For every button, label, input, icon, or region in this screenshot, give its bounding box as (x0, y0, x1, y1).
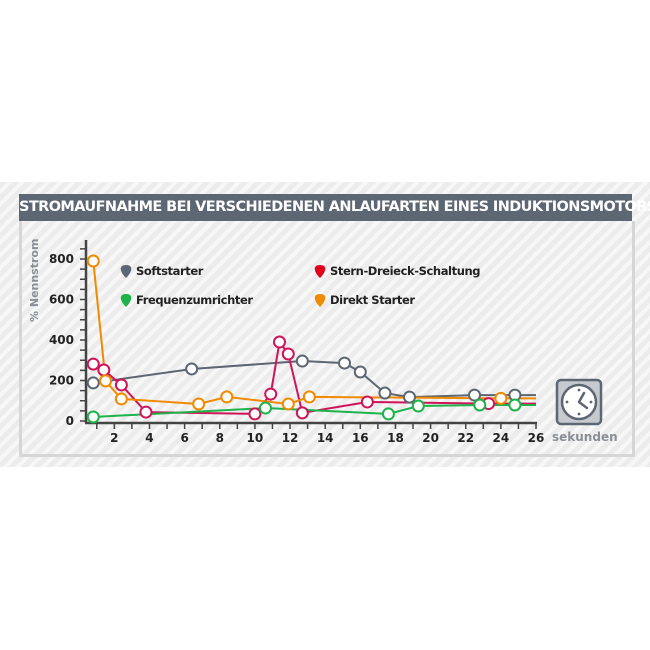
legend-marker (120, 294, 132, 307)
data-point (264, 387, 278, 401)
x-tick-label: 18 (387, 431, 404, 445)
y-tick-label: 600 (49, 293, 74, 307)
data-point (302, 390, 316, 404)
x-tick-label: 14 (317, 431, 334, 445)
data-point (411, 399, 425, 413)
data-point (185, 362, 199, 376)
y-tick-label: 200 (49, 374, 74, 388)
series-line-1 (92, 339, 536, 415)
data-point (281, 397, 295, 411)
data-point (97, 363, 111, 377)
data-point (403, 390, 417, 404)
x-tick-label: 26 (528, 431, 545, 445)
x-tick-label: 24 (493, 431, 510, 445)
y-tick-label: 800 (49, 252, 74, 266)
x-tick-label: 2 (110, 431, 118, 445)
data-point (86, 410, 100, 424)
data-point (86, 376, 100, 390)
data-point (473, 398, 487, 412)
data-point (508, 398, 522, 412)
series-line-3 (92, 260, 536, 406)
series-line-0 (93, 360, 536, 399)
y-axis-label: % Nennstrom (28, 239, 41, 322)
y-tick-label: 0 (66, 414, 74, 428)
data-point (353, 365, 367, 379)
data-point (248, 407, 262, 421)
x-tick-label: 20 (422, 431, 439, 445)
legend-marker (314, 265, 326, 278)
chart-background (0, 182, 650, 467)
data-point (192, 397, 206, 411)
legend-label: Stern-Dreieck-Schaltung (330, 264, 480, 278)
data-point (86, 254, 100, 268)
legend-marker (314, 294, 326, 307)
x-tick-label: 10 (247, 431, 264, 445)
data-point (272, 335, 286, 349)
data-point (295, 406, 309, 420)
data-point (360, 395, 374, 409)
y-tick-label: 400 (49, 333, 74, 347)
x-tick-label: 4 (145, 431, 153, 445)
data-point (468, 388, 482, 402)
legend-label: Softstarter (136, 264, 204, 278)
x-tick-label: 6 (180, 431, 188, 445)
x-tick-label: 16 (352, 431, 369, 445)
x-tick-label: 12 (282, 431, 299, 445)
chart-panel (19, 221, 635, 457)
data-point (338, 356, 352, 370)
chart-title: STROMAUFNAHME BEI VERSCHIEDENEN ANLAUFAR… (19, 194, 650, 221)
data-point (258, 401, 272, 415)
data-point (99, 374, 113, 388)
data-point (378, 386, 392, 400)
legend-label: Frequenzumrichter (136, 293, 253, 307)
data-point (114, 378, 128, 392)
data-point (220, 390, 234, 404)
legend-marker (120, 265, 132, 278)
data-point (114, 392, 128, 406)
data-point (139, 405, 153, 419)
data-point (295, 354, 309, 368)
data-point (86, 357, 100, 371)
legend-label: Direkt Starter (330, 293, 415, 307)
x-tick-label: 8 (216, 431, 224, 445)
data-point (381, 407, 395, 421)
x-axis-label: sekunden (552, 430, 618, 444)
data-point (494, 391, 508, 405)
clock-icon (555, 378, 603, 426)
x-tick-label: 22 (457, 431, 474, 445)
series-line-2 (93, 404, 536, 418)
data-point (281, 347, 295, 361)
